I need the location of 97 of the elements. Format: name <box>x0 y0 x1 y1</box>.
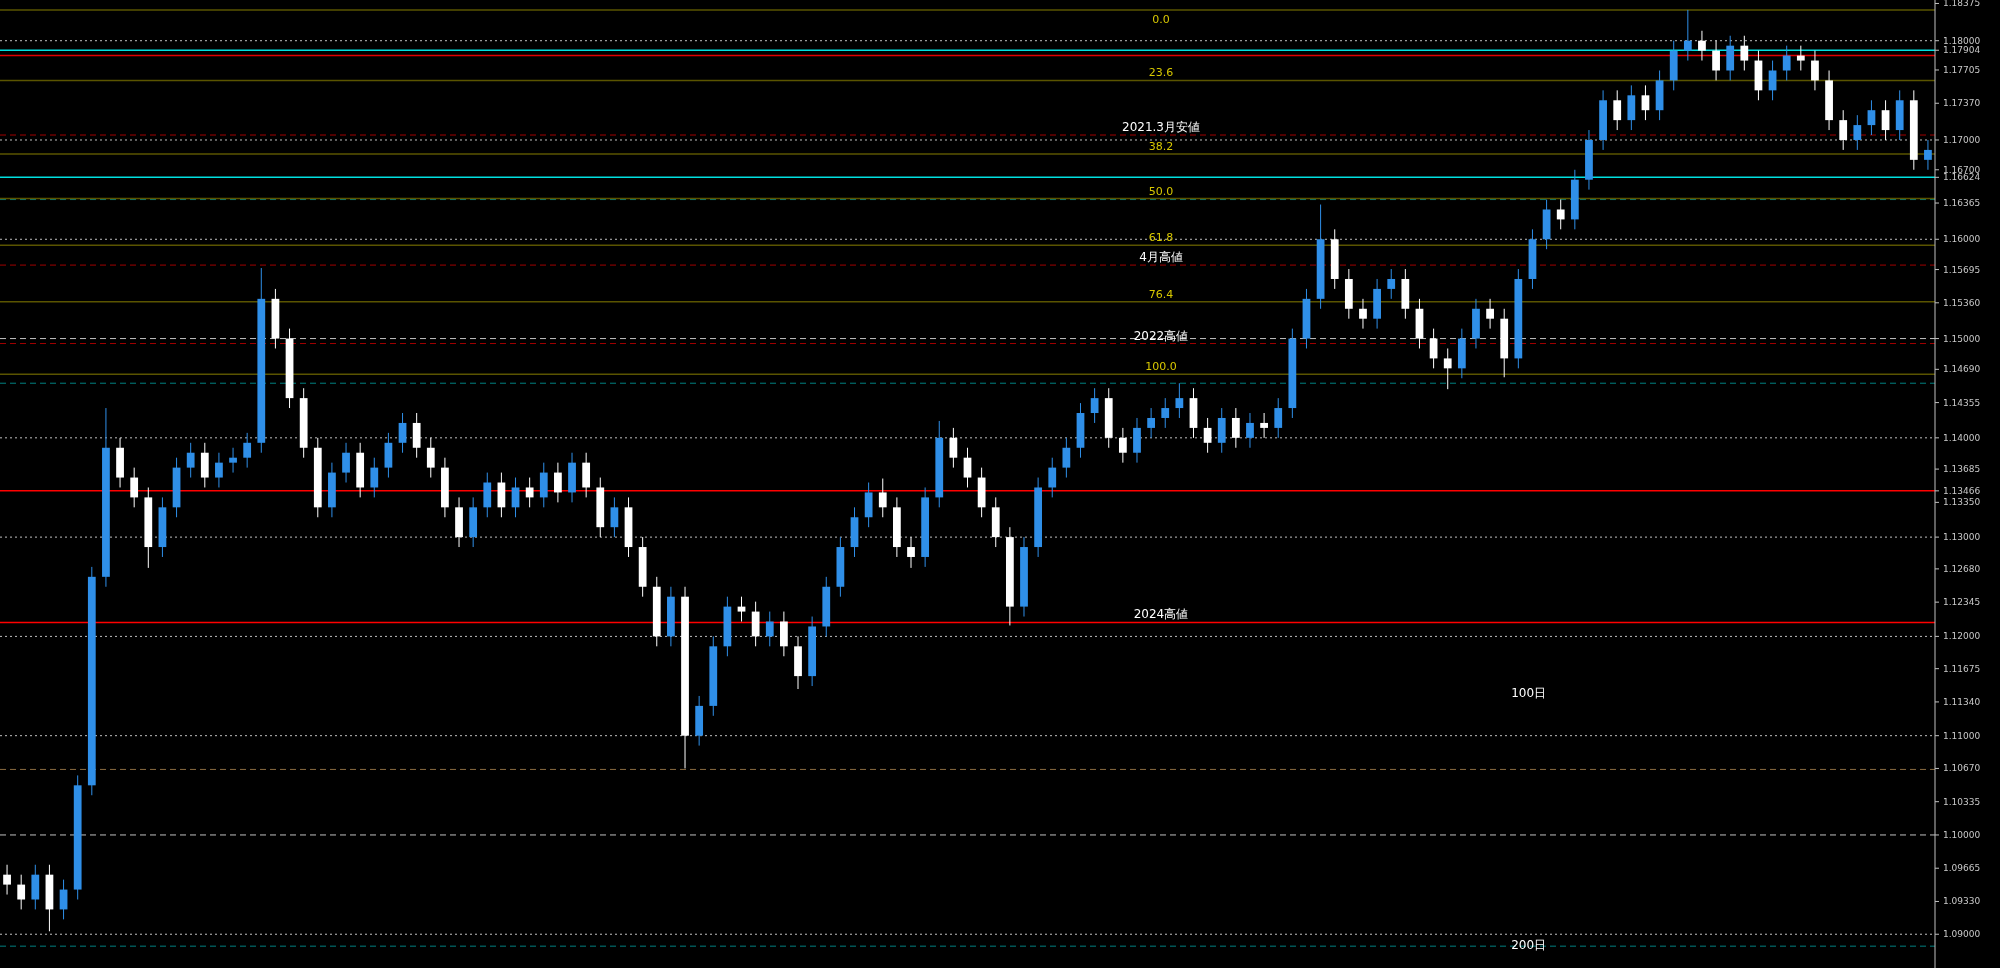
candlestick <box>1147 407 1155 439</box>
candlestick <box>554 462 562 503</box>
candlestick <box>1231 407 1240 449</box>
y-tick-label: 1.10335 <box>1943 796 1981 807</box>
candlestick <box>949 427 958 469</box>
ref-line-label: 2021.3月安値 <box>1122 120 1200 135</box>
candlestick <box>878 478 887 518</box>
y-tick-label: 1.18375 <box>1943 0 1981 9</box>
candlestick <box>737 596 746 623</box>
candlestick <box>1062 437 1071 479</box>
y-tick-label: 1.16000 <box>1943 234 1981 245</box>
candlestick <box>1443 347 1452 390</box>
candlestick <box>1641 84 1650 121</box>
y-tick-label: 1.17705 <box>1943 64 1981 75</box>
candlestick <box>1782 45 1791 81</box>
candlestick <box>186 442 195 479</box>
y-tick-label: 1.13350 <box>1943 497 1981 508</box>
candlestick <box>1359 298 1367 330</box>
y-tick-label: 1.11675 <box>1943 663 1981 674</box>
candlestick <box>1881 99 1890 141</box>
y-tick-label: 1.18000 <box>1943 35 1981 46</box>
candlestick <box>1387 268 1396 300</box>
candlestick <box>1698 30 1706 62</box>
candlestick <box>1203 417 1212 454</box>
candlestick <box>525 477 534 508</box>
candlestick <box>1118 427 1127 464</box>
candlestick <box>130 467 139 508</box>
candlestick <box>1853 114 1862 151</box>
y-tick-label: 1.15695 <box>1943 264 1981 275</box>
candlestick <box>17 874 26 910</box>
y-tick-label: 1.14000 <box>1943 432 1981 443</box>
candlestick <box>610 496 619 538</box>
candlestick <box>1811 50 1819 91</box>
candlestick <box>1556 199 1565 230</box>
y-tick-label: 1.09000 <box>1943 929 1981 940</box>
y-tick-label: 1.09665 <box>1943 863 1981 874</box>
candlestick <box>1924 139 1932 171</box>
y-tick-label: 1.16365 <box>1943 198 1981 209</box>
annotation: 0.0 <box>1152 12 1170 26</box>
candlestick <box>1274 397 1283 439</box>
y-tick-label: 1.17000 <box>1943 134 1981 145</box>
y-tick-label: 1.10670 <box>1943 763 1981 774</box>
candlestick <box>1867 99 1876 136</box>
y-tick-label: 1.16624 <box>1943 172 1981 183</box>
candlestick <box>398 412 407 454</box>
y-tick-label: 1.14355 <box>1943 397 1981 408</box>
candlestick <box>907 536 915 569</box>
y-tick-label: 1.12345 <box>1943 597 1981 608</box>
candlestick <box>1246 412 1254 449</box>
candlestick <box>342 442 350 484</box>
candlestick <box>1048 457 1057 498</box>
y-tick-label: 1.14690 <box>1943 364 1981 375</box>
annotation: 23.6 <box>1148 66 1174 80</box>
annotation: 76.4 <box>1148 287 1174 301</box>
annotation: 50.0 <box>1148 184 1174 198</box>
candlestick <box>1613 89 1622 131</box>
y-tick-label: 1.17370 <box>1943 98 1981 109</box>
candlestick <box>511 477 520 518</box>
y-tick-label: 1.17904 <box>1943 45 1981 56</box>
candlestick <box>1796 45 1805 71</box>
candlestick <box>215 452 223 488</box>
y-tick-label: 1.11340 <box>1943 696 1981 707</box>
annotation: 38.2 <box>1148 139 1174 153</box>
y-tick-label: 1.13000 <box>1943 532 1981 543</box>
candlestick <box>243 432 252 469</box>
annotation: 100.0 <box>1145 360 1177 374</box>
candlestick <box>1768 60 1777 101</box>
candlestick <box>370 457 379 498</box>
y-tick-label: 1.12680 <box>1943 563 1981 574</box>
y-tick-label: 1.15360 <box>1943 297 1981 308</box>
annotation: 100日 <box>1511 685 1547 700</box>
candlestick <box>229 447 237 474</box>
candlestick <box>1161 397 1170 429</box>
y-tick-label: 1.13466 <box>1943 485 1981 496</box>
candlestick <box>1740 35 1749 71</box>
candlestick <box>1839 109 1848 151</box>
annotation: 61.8 <box>1148 231 1174 245</box>
ref-line-label: 2024高値 <box>1133 607 1189 622</box>
candlestick <box>1175 382 1184 419</box>
y-tick-label: 1.11000 <box>1943 730 1981 741</box>
y-tick-label: 1.16700 <box>1943 164 1981 175</box>
candlestick <box>963 447 972 488</box>
annotation: 200日 <box>1511 937 1547 952</box>
candlestick <box>426 437 435 479</box>
candlestick <box>3 864 11 896</box>
y-tick-label: 1.15000 <box>1943 333 1981 344</box>
candlestick <box>1090 387 1099 424</box>
y-tick-label: 1.12000 <box>1943 631 1981 642</box>
candlestick <box>1260 412 1268 439</box>
candlestick <box>765 611 774 647</box>
candlestick <box>1683 9 1692 62</box>
y-tick-label: 1.13685 <box>1943 464 1981 475</box>
candlestick <box>1486 298 1494 330</box>
y-tick-label: 1.10000 <box>1943 829 1981 840</box>
candlestick <box>1712 40 1720 81</box>
y-tick-label: 1.09330 <box>1943 896 1981 907</box>
ref-line-label: 4月高値 <box>1139 250 1183 265</box>
